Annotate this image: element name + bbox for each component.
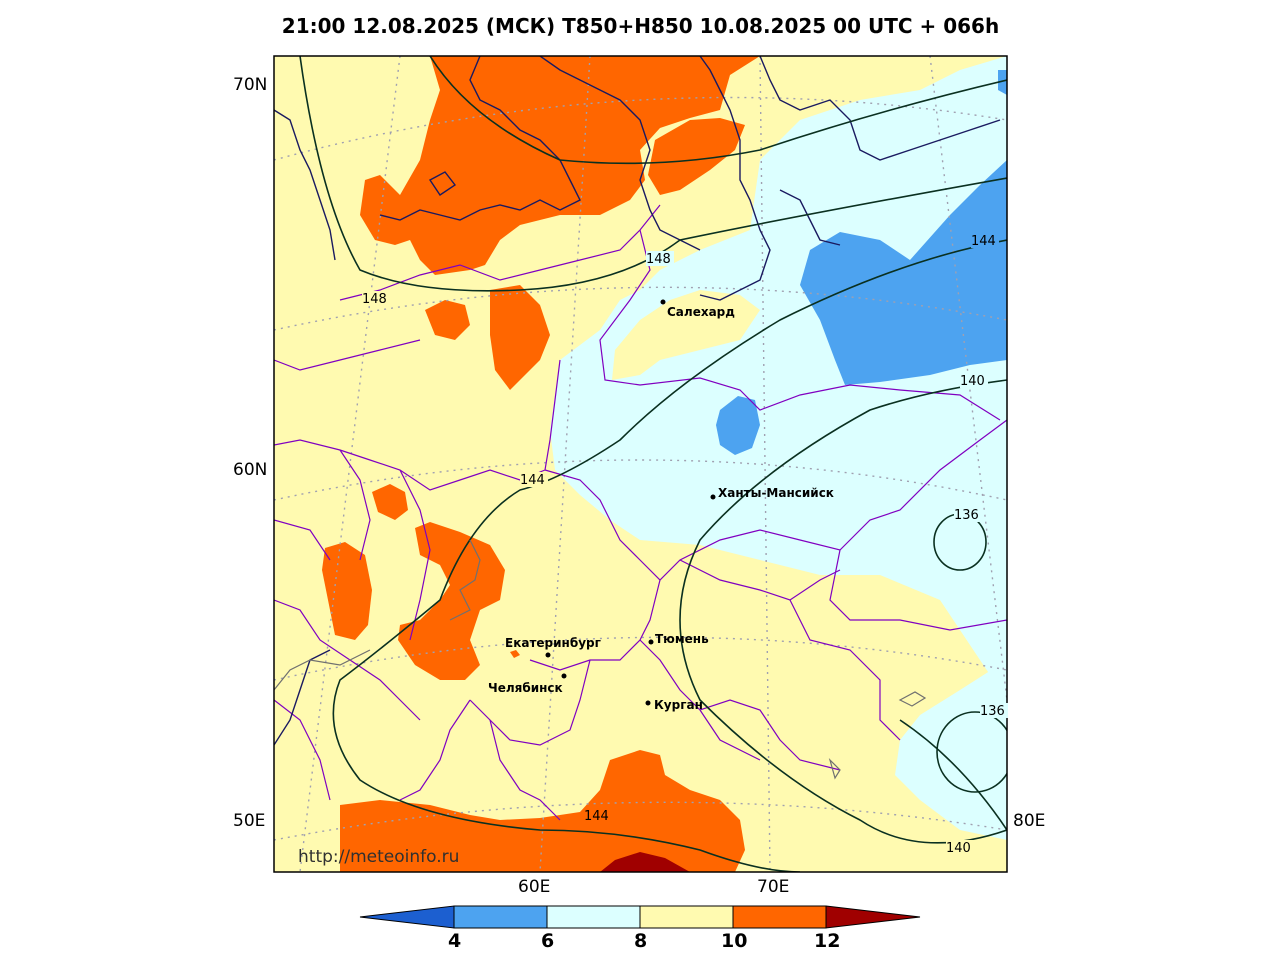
city-markers: Салехард Ханты-Мансийск Екатеринбург Тюм… <box>488 299 834 712</box>
contour-label: 136 <box>980 704 1005 719</box>
coastlines <box>274 56 1001 746</box>
field-4-6-corner <box>998 70 1007 95</box>
lon-label-70e: 70E <box>757 877 790 897</box>
field-12-plus-south <box>600 852 690 872</box>
city-label-ekb: Екатеринбург <box>505 636 601 650</box>
city-dot-salekhard <box>660 299 666 305</box>
city-dot-khanty <box>710 494 716 500</box>
colorbar <box>359 905 921 929</box>
city-dot-ekb <box>545 652 551 658</box>
admin-borders <box>274 204 1007 821</box>
contour-label: 148 <box>362 292 387 307</box>
contour-label: 136 <box>954 508 979 523</box>
city-label-tyumen: Тюмень <box>655 632 709 646</box>
field-6-8-north <box>550 56 1007 700</box>
contour-label: 140 <box>960 374 985 389</box>
contour-label: 148 <box>646 252 671 267</box>
field-10-12-west <box>322 542 372 640</box>
map-title: 21:00 12.08.2025 (МСК) T850+H850 10.08.2… <box>281 14 1000 38</box>
field-10-12-west-tongue <box>425 300 470 340</box>
colorbar-tick: 6 <box>541 930 555 952</box>
lon-label-60e: 60E <box>518 877 551 897</box>
map-frame <box>273 55 1008 873</box>
lat-label-70n: 70N <box>233 75 268 95</box>
colorbar-swatch <box>453 905 548 929</box>
contour-label: 144 <box>971 234 996 249</box>
field-10-12-north-center <box>490 285 550 390</box>
colorbar-tick: 4 <box>448 930 462 952</box>
city-label-khanty: Ханты-Мансийск <box>718 486 834 500</box>
field-10-12-urals-1 <box>372 484 408 520</box>
field-10-12-yamal <box>648 118 745 195</box>
field-10-12-south <box>340 750 745 872</box>
contour-label: 140 <box>946 841 971 856</box>
contour-label: 144 <box>520 473 545 488</box>
field-4-6-small <box>716 396 760 455</box>
colorbar-swatch <box>639 905 734 929</box>
height-contours <box>299 56 1007 872</box>
colorbar-swatch <box>732 905 827 929</box>
graticule <box>274 56 1007 872</box>
colorbar-tick: 12 <box>814 930 841 952</box>
lat-label-60n: 60N <box>233 460 268 480</box>
city-label-chel: Челябинск <box>488 681 563 695</box>
rivers <box>274 539 927 780</box>
field-10-12-tiny <box>510 650 520 658</box>
city-label-salekhard: Салехард <box>667 305 735 319</box>
colorbar-swatch-high <box>825 905 921 929</box>
watermark: http://meteoinfo.ru <box>298 847 459 867</box>
colorbar-swatch <box>546 905 641 929</box>
field-10-12-urals-2 <box>398 522 505 680</box>
city-dot-kurgan <box>645 700 651 706</box>
field-6-8-southeast <box>895 660 1007 840</box>
contour-label-group: 148 148 144 144 144 140 140 136 136 <box>362 233 1008 856</box>
city-label-kurgan: Курган <box>654 698 703 712</box>
field-4-6-east <box>800 160 1007 385</box>
contour-label: 144 <box>584 809 609 824</box>
colorbar-swatch-low <box>359 905 455 929</box>
city-dot-chel <box>561 673 567 679</box>
field-6-8-salekhard <box>612 290 760 380</box>
map-field <box>274 56 1007 872</box>
lon-label-80e: 80E <box>1013 811 1046 831</box>
colorbar-tick: 10 <box>721 930 748 952</box>
city-dot-tyumen <box>648 639 654 645</box>
lat-label-50e: 50E <box>233 811 266 831</box>
colorbar-tick: 8 <box>634 930 648 952</box>
